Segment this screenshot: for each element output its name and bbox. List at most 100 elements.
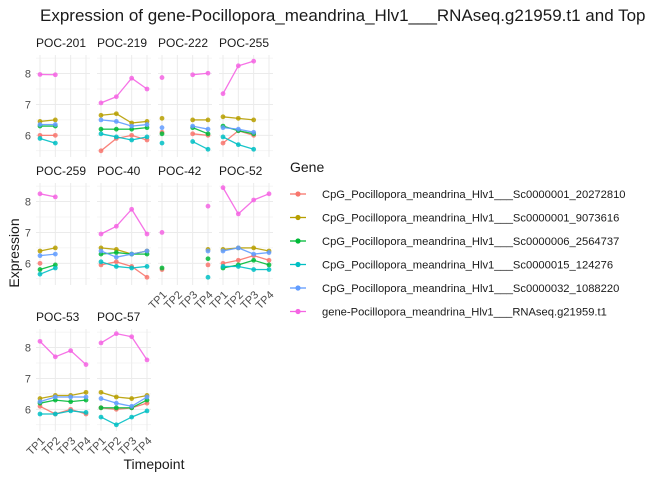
data-point bbox=[144, 122, 150, 127]
series-line-segment bbox=[39, 119, 56, 123]
data-point bbox=[144, 248, 150, 254]
y-tick-label: 6 bbox=[25, 404, 31, 416]
data-point bbox=[113, 264, 119, 269]
data-point bbox=[98, 414, 104, 420]
series-line-segment bbox=[100, 96, 117, 104]
series-4 bbox=[220, 134, 257, 152]
y-tick-label: 6 bbox=[25, 258, 31, 270]
series-line-segment bbox=[253, 259, 270, 266]
series-line-segment bbox=[131, 134, 148, 141]
series-5 bbox=[98, 394, 150, 409]
panel-background bbox=[36, 55, 90, 157]
legend-key-point bbox=[295, 308, 301, 315]
series-line-segment bbox=[131, 250, 148, 255]
data-point bbox=[113, 405, 119, 411]
data-point bbox=[98, 340, 104, 346]
series-5 bbox=[220, 125, 257, 135]
legend-label: CpG_Pocillopora_meandrina_Hlv1___Sc00000… bbox=[322, 213, 619, 225]
data-point bbox=[144, 274, 150, 280]
data-point bbox=[113, 394, 119, 400]
data-point bbox=[52, 354, 58, 360]
legend-item: CpG_Pocillopora_meandrina_Hlv1___Sc00000… bbox=[290, 236, 619, 248]
series-4 bbox=[220, 264, 272, 272]
data-point bbox=[98, 126, 104, 132]
data-point bbox=[37, 338, 43, 344]
data-point bbox=[251, 146, 257, 152]
series-line-segment bbox=[39, 247, 56, 252]
series-line-segment bbox=[222, 259, 239, 265]
series-6 bbox=[98, 331, 150, 363]
legend-label: CpG_Pocillopora_meandrina_Hlv1___Sc00000… bbox=[322, 189, 626, 201]
facet-strip-label: POC-40 bbox=[97, 164, 141, 178]
data-point bbox=[205, 256, 211, 262]
series-4 bbox=[37, 136, 58, 146]
data-point bbox=[37, 72, 43, 77]
series-line-segment bbox=[100, 113, 117, 116]
data-point bbox=[37, 136, 43, 141]
data-point bbox=[205, 248, 211, 254]
series-6 bbox=[220, 185, 272, 217]
data-point bbox=[205, 262, 211, 268]
data-point bbox=[220, 140, 226, 146]
legend-key-point bbox=[295, 261, 301, 268]
series-line-segment bbox=[100, 137, 117, 152]
data-point bbox=[159, 125, 165, 131]
data-point bbox=[144, 134, 150, 140]
data-point bbox=[98, 131, 104, 137]
data-point bbox=[129, 75, 135, 81]
data-point bbox=[266, 262, 272, 268]
series-line-segment bbox=[238, 117, 254, 121]
data-point bbox=[68, 394, 74, 400]
legend-label: CpG_Pocillopora_meandrina_Hlv1___Sc00000… bbox=[322, 236, 619, 248]
data-point bbox=[220, 264, 226, 269]
series-line-segment bbox=[39, 399, 56, 404]
series-line-segment bbox=[116, 120, 132, 127]
data-point bbox=[251, 257, 257, 263]
facet-strip-label: POC-57 bbox=[97, 310, 141, 324]
data-point bbox=[205, 70, 211, 76]
series-line-segment bbox=[39, 340, 56, 358]
data-point bbox=[220, 248, 226, 254]
series-6 bbox=[37, 72, 58, 78]
data-point bbox=[98, 231, 104, 237]
series-2 bbox=[37, 245, 58, 254]
series-line-segment bbox=[100, 251, 117, 255]
data-point bbox=[52, 394, 58, 400]
data-point bbox=[37, 248, 43, 254]
data-point bbox=[37, 399, 43, 405]
series-4 bbox=[98, 259, 150, 271]
series-line-segment bbox=[100, 133, 117, 138]
series-line-segment bbox=[238, 265, 254, 271]
data-point bbox=[266, 257, 272, 263]
series-line-segment bbox=[115, 208, 133, 227]
series-line-segment bbox=[116, 402, 132, 407]
legend-key-point bbox=[295, 285, 301, 291]
y-tick-label: 8 bbox=[25, 69, 31, 81]
panel-background bbox=[97, 55, 151, 157]
data-point bbox=[52, 132, 58, 138]
series-line-segment bbox=[116, 136, 132, 141]
series-line-segment bbox=[70, 350, 87, 366]
facet-strip-label: POC-222 bbox=[158, 36, 208, 50]
series-line-segment bbox=[238, 60, 254, 67]
series-line-segment bbox=[115, 113, 133, 124]
data-point bbox=[129, 123, 135, 129]
data-point bbox=[144, 394, 150, 400]
data-point bbox=[83, 394, 89, 400]
y-tick-label: 7 bbox=[25, 99, 31, 111]
data-point bbox=[266, 250, 272, 255]
series-line-segment bbox=[116, 265, 132, 269]
x-tick-label: TP4 bbox=[254, 289, 277, 312]
data-point bbox=[52, 194, 58, 200]
series-line-segment bbox=[39, 396, 56, 403]
series-5 bbox=[220, 245, 272, 257]
series-line-segment bbox=[131, 77, 148, 90]
facet-strip-label: POC-219 bbox=[97, 36, 147, 50]
legend-label: CpG_Pocillopora_meandrina_Hlv1___Sc00000… bbox=[322, 283, 619, 295]
data-point bbox=[37, 260, 43, 266]
data-point bbox=[52, 140, 58, 146]
series-line-segment bbox=[192, 140, 209, 150]
series-5 bbox=[98, 248, 150, 260]
